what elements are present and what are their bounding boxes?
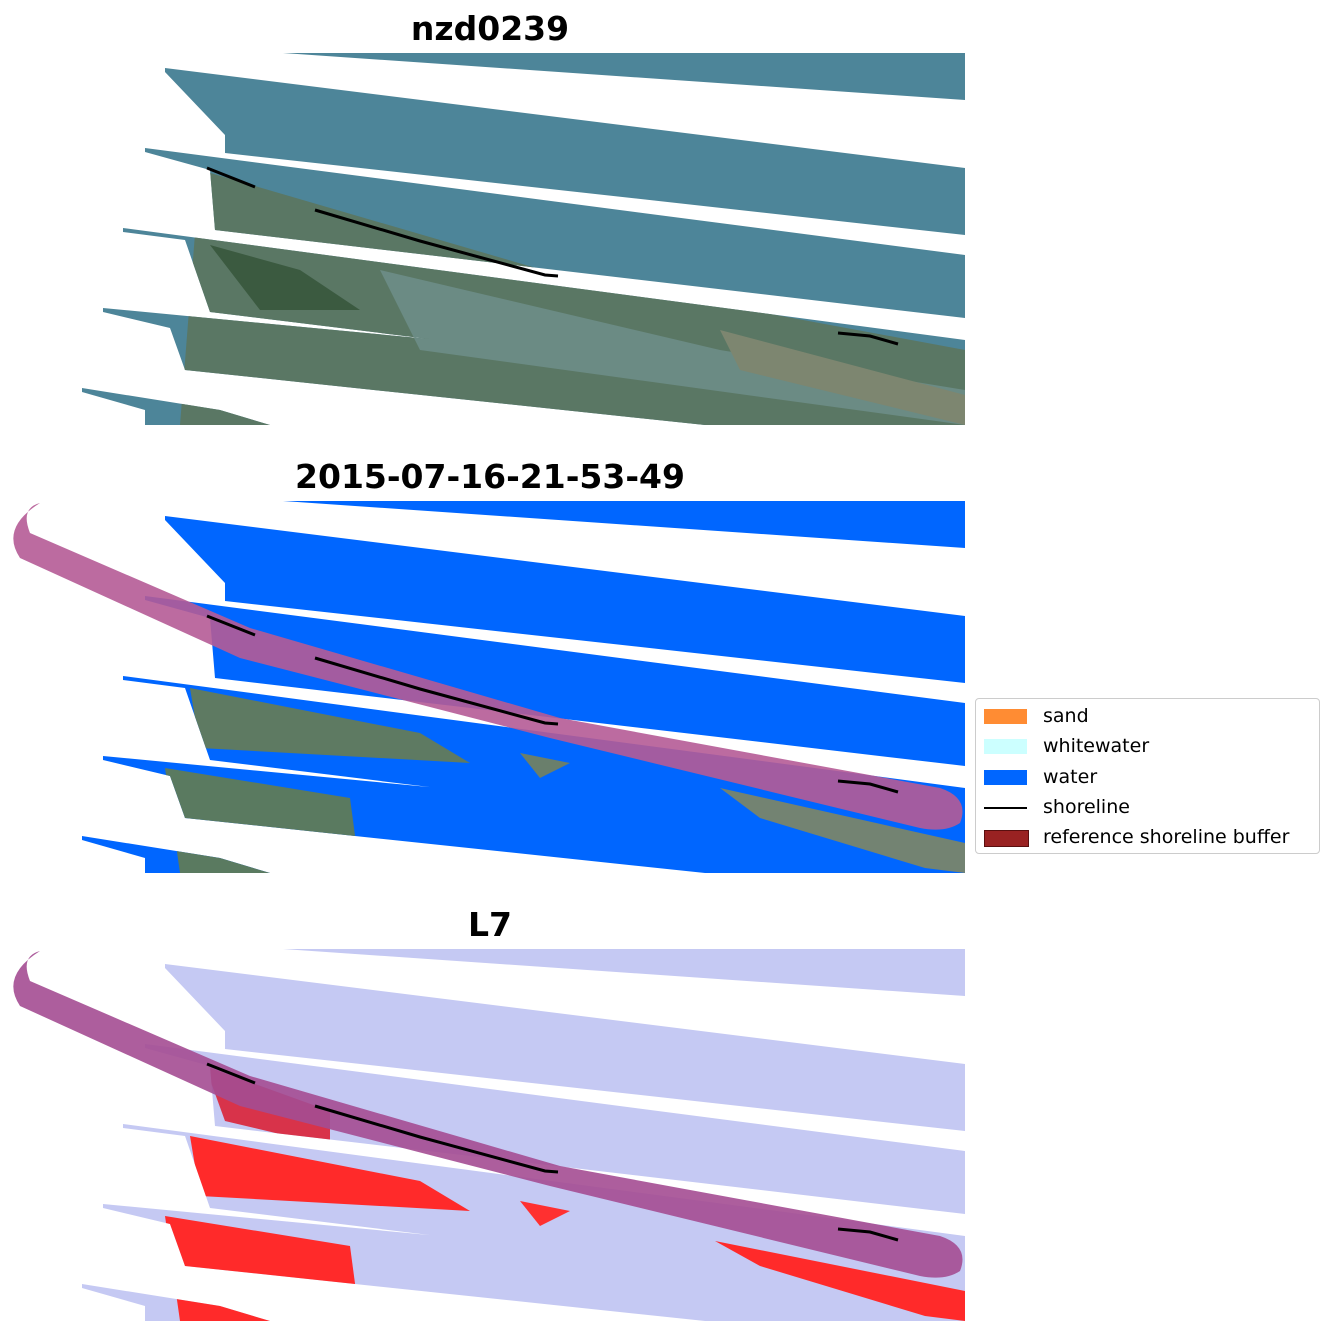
legend-item-whitewater: whitewater [976,733,1319,757]
legend-label: shoreline [1043,796,1130,818]
mndwi-image-panel [13,949,965,1321]
rgb-image-panel [82,53,965,425]
shoreline [206,1062,899,1242]
whitewater-swatch [984,739,1027,754]
sand-swatch [984,709,1027,724]
legend-item-reference-buffer: reference shoreline buffer [976,824,1319,848]
legend-label: reference shoreline buffer [1043,826,1290,848]
panel-title-rgb: nzd0239 [410,9,570,48]
panel-title-classification: 2015-07-16-21-53-49 [295,457,685,496]
legend-item-water: water [976,764,1319,788]
legend-label: whitewater [1043,735,1150,757]
legend-label: water [1043,766,1098,788]
water-swatch [984,770,1027,785]
buffer-swatch [984,830,1029,847]
shoreline [206,614,899,794]
legend-label: sand [1043,705,1089,727]
panel-title-mndwi: L7 [468,905,512,944]
shoreline-line-icon [984,807,1027,809]
legend: sand whitewater water shoreline referenc… [975,698,1320,854]
classification-image-panel [13,501,965,873]
legend-item-sand: sand [976,703,1319,727]
shoreline [206,166,899,346]
legend-item-shoreline: shoreline [976,794,1319,818]
reference-buffer [13,951,963,1278]
reference-buffer [13,503,963,830]
